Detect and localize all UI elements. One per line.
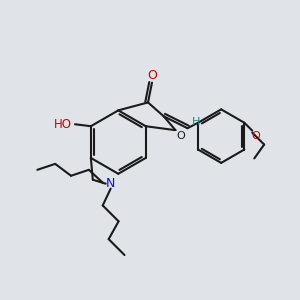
Text: H: H bbox=[192, 117, 201, 127]
Text: O: O bbox=[176, 131, 185, 141]
Text: N: N bbox=[106, 177, 115, 190]
Text: O: O bbox=[147, 69, 157, 82]
Text: HO: HO bbox=[54, 118, 72, 131]
Text: O: O bbox=[251, 130, 260, 141]
